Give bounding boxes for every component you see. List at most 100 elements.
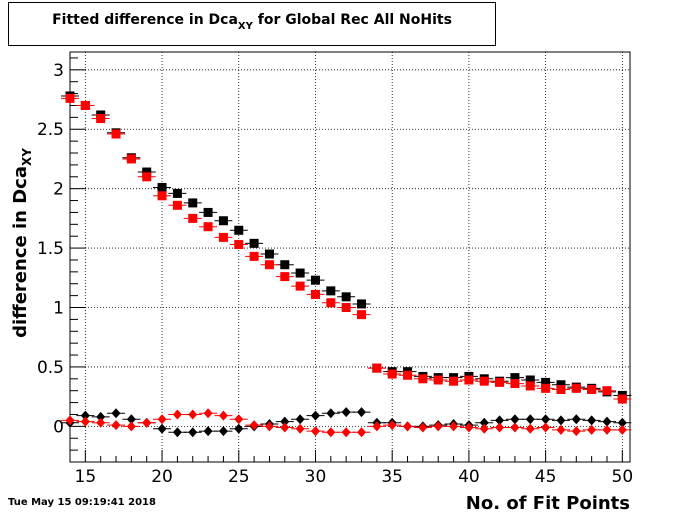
data-point xyxy=(295,268,305,278)
data-point xyxy=(510,379,520,389)
data-point xyxy=(65,93,75,103)
data-point xyxy=(218,232,228,242)
data-point xyxy=(295,281,305,291)
data-point xyxy=(310,410,320,421)
data-point xyxy=(510,373,520,383)
data-point xyxy=(433,421,443,432)
data-point xyxy=(479,417,489,428)
data-point xyxy=(403,421,413,432)
data-point xyxy=(157,414,167,425)
series-1 xyxy=(61,93,632,404)
data-point xyxy=(525,423,535,434)
data-point xyxy=(403,370,413,380)
data-point xyxy=(326,408,336,419)
data-point xyxy=(556,424,566,435)
y-tick-label: 3 xyxy=(53,61,64,81)
data-point xyxy=(541,383,551,393)
title-box: Fitted difference in DcaXY for Global Re… xyxy=(8,2,496,46)
data-point xyxy=(172,200,182,210)
data-point xyxy=(341,427,351,438)
axis-ticks xyxy=(69,57,623,462)
data-point xyxy=(326,286,336,296)
data-point xyxy=(587,385,597,395)
data-point xyxy=(495,377,505,387)
data-point xyxy=(310,289,320,299)
chart-title-main: Fitted difference in Dca xyxy=(52,12,238,28)
data-point xyxy=(525,375,535,385)
data-point xyxy=(249,238,259,248)
x-tick-label: 15 xyxy=(75,467,97,487)
plot-frame xyxy=(69,51,631,463)
data-point xyxy=(188,427,198,438)
data-point xyxy=(541,414,551,425)
data-point xyxy=(249,420,259,431)
data-point xyxy=(602,424,612,435)
data-point xyxy=(111,420,121,431)
y-tick-label: 1.5 xyxy=(37,239,64,259)
data-point xyxy=(172,409,182,420)
x-tick-label: 30 xyxy=(305,467,327,487)
data-point xyxy=(142,167,152,177)
data-point xyxy=(387,420,397,431)
data-point xyxy=(126,414,136,425)
data-point xyxy=(602,386,612,396)
y-axis-label-sub: XY xyxy=(20,148,34,166)
data-marks xyxy=(61,91,632,438)
data-point xyxy=(111,408,121,419)
data-point xyxy=(372,421,382,432)
data-point xyxy=(479,376,489,386)
data-point xyxy=(556,415,566,426)
data-point xyxy=(587,424,597,435)
y-axis-label-main: difference in Dca xyxy=(10,166,31,338)
data-point xyxy=(188,198,198,208)
data-point xyxy=(418,422,428,433)
data-point xyxy=(295,423,305,434)
data-point xyxy=(525,414,535,425)
data-point xyxy=(556,385,566,395)
data-point xyxy=(126,154,136,164)
data-point xyxy=(264,421,274,432)
data-point xyxy=(218,410,228,421)
data-point xyxy=(495,422,505,433)
data-point xyxy=(203,222,213,232)
data-point xyxy=(541,377,551,387)
data-point xyxy=(449,421,459,432)
data-point xyxy=(203,426,213,437)
y-tick-label: 2.5 xyxy=(37,120,64,140)
data-point xyxy=(264,249,274,259)
data-point xyxy=(234,414,244,425)
data-point xyxy=(541,422,551,433)
data-point xyxy=(172,188,182,198)
series-3 xyxy=(61,408,632,438)
data-point xyxy=(495,415,505,426)
data-point xyxy=(341,407,351,418)
x-tick-label: 50 xyxy=(612,467,634,487)
data-point xyxy=(464,422,474,433)
data-point xyxy=(295,414,305,425)
y-tick-label: 0 xyxy=(53,417,64,437)
data-point xyxy=(264,260,274,270)
chart-title-rest: for Global Rec All NoHits xyxy=(252,12,452,28)
data-point xyxy=(280,260,290,270)
data-point xyxy=(464,375,474,385)
data-point xyxy=(357,407,367,418)
data-point xyxy=(510,414,520,425)
x-tick-label: 20 xyxy=(151,467,173,487)
data-point xyxy=(142,172,152,182)
data-point xyxy=(249,251,259,261)
chart-title-sub: XY xyxy=(237,21,253,32)
data-point xyxy=(234,423,244,434)
x-axis-label: No. of Fit Points xyxy=(466,493,630,514)
data-point xyxy=(341,303,351,313)
y-axis-label: difference in DcaXY xyxy=(10,148,34,338)
data-point xyxy=(602,416,612,427)
y-tick-label: 0.5 xyxy=(37,358,64,378)
data-point xyxy=(387,369,397,379)
chart-title: Fitted difference in DcaXY for Global Re… xyxy=(9,12,495,32)
data-point xyxy=(80,410,90,421)
series-0 xyxy=(61,91,632,400)
data-point xyxy=(310,426,320,437)
data-point xyxy=(433,375,443,385)
data-point xyxy=(111,129,121,139)
